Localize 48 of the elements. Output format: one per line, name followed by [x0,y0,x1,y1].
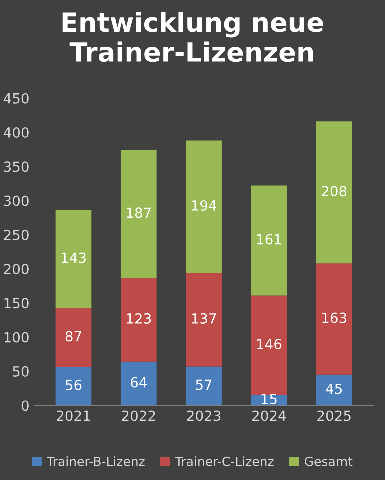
data-label: 143 [62,252,86,264]
y-tick-label: 450 [4,93,29,104]
y-tick-label: 400 [4,128,29,138]
data-label: 56 [66,380,82,391]
data-label: 208 [322,186,347,197]
data-label: 87 [66,331,82,342]
bar [120,362,157,406]
bar [251,186,288,296]
bar [120,278,157,362]
data-label: 57 [196,380,212,390]
data-label: 194 [192,200,217,211]
bar [120,150,157,278]
y-tick-label: 200 [4,264,29,275]
bar [316,122,352,264]
bar [186,366,222,406]
x-tick-label: 2022 [122,410,156,422]
bar [56,210,92,308]
x-tick-label: 2021 [57,410,90,422]
legend-label: Trainer-C-Lizenz [175,456,274,466]
chart-title: Entwicklung neue Trainer-Lizenzen [62,12,324,62]
y-tick-label: 150 [4,298,29,309]
y-tick-label: 50 [13,366,29,377]
bar [251,296,288,396]
data-label: 64 [131,377,147,388]
y-tick-label: 100 [4,332,29,343]
bar [56,367,92,406]
bar [186,273,222,367]
data-label: 15 [262,394,277,405]
data-label: 146 [257,339,282,350]
data-label: 163 [322,312,346,324]
y-tick-label: 0 [22,400,29,412]
bar [316,374,352,406]
legend-label: Gesamt [305,456,353,466]
bar [186,140,222,274]
data-label: 137 [192,313,216,324]
data-label: 123 [127,313,152,324]
bar [56,308,92,368]
data-label: 187 [127,208,151,218]
y-tick-label: 350 [4,162,29,172]
data-label: 161 [257,234,282,245]
x-tick-label: 2024 [252,410,286,422]
bar [316,264,352,375]
y-tick-label: 250 [4,230,29,240]
data-label: 45 [326,384,342,394]
legend-label: Trainer-B-Lizenz [47,456,145,466]
x-tick-label: 2023 [187,410,221,422]
y-tick-label: 300 [4,196,29,206]
x-tick-label: 2025 [318,410,351,422]
